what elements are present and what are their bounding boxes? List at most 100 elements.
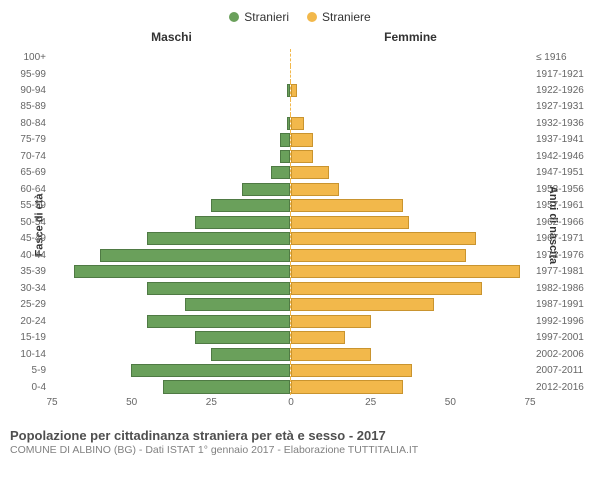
male-bar-cell	[52, 362, 291, 378]
male-bar-cell	[52, 82, 291, 98]
age-label: 75-79	[10, 132, 52, 148]
year-label: ≤ 1916	[530, 49, 590, 65]
year-label: 1957-1961	[530, 198, 590, 214]
male-bar	[147, 282, 290, 295]
female-bar-cell	[291, 362, 530, 378]
male-bar-cell	[52, 231, 291, 247]
female-bar-cell	[291, 264, 530, 280]
male-bar-cell	[52, 198, 291, 214]
male-bar	[280, 150, 290, 163]
year-label: 1982-1986	[530, 280, 590, 296]
chart-source: COMUNE DI ALBINO (BG) - Dati ISTAT 1° ge…	[10, 444, 590, 456]
female-bar-cell	[291, 296, 530, 312]
age-label: 50-54	[10, 214, 52, 230]
chart-footer: Popolazione per cittadinanza straniera p…	[10, 428, 590, 456]
female-bar	[291, 298, 434, 311]
female-bar	[291, 150, 313, 163]
year-label: 2002-2006	[530, 346, 590, 362]
female-bar-cell	[291, 66, 530, 82]
age-label: 80-84	[10, 115, 52, 131]
male-bar-cell	[52, 264, 291, 280]
x-axis-right: 255075	[291, 397, 530, 419]
male-bar-cell	[52, 379, 291, 395]
male-bar	[147, 232, 290, 245]
age-label: 100+	[10, 49, 52, 65]
age-label: 65-69	[10, 165, 52, 181]
age-label: 95-99	[10, 66, 52, 82]
male-bar	[100, 249, 290, 262]
male-bar-cell	[52, 247, 291, 263]
year-label: 1972-1976	[530, 247, 590, 263]
male-bar-cell	[52, 346, 291, 362]
age-label: 10-14	[10, 346, 52, 362]
female-bar	[291, 216, 409, 229]
male-bar-cell	[52, 329, 291, 345]
year-label: 1922-1926	[530, 82, 590, 98]
male-bar-cell	[52, 181, 291, 197]
male-bar	[287, 84, 290, 97]
male-bar-cell	[52, 132, 291, 148]
age-label: 45-49	[10, 231, 52, 247]
female-bar	[291, 315, 371, 328]
male-bar-cell	[52, 99, 291, 115]
year-label: 1917-1921	[530, 66, 590, 82]
male-bar	[287, 117, 290, 130]
male-bar	[211, 199, 290, 212]
female-bar	[291, 183, 339, 196]
legend-male: Stranieri	[229, 10, 289, 24]
year-label: 1997-2001	[530, 329, 590, 345]
x-tick: 25	[365, 397, 376, 408]
year-label: 1962-1966	[530, 214, 590, 230]
x-tick: 50	[126, 397, 137, 408]
population-pyramid-chart: { "legend": { "male": { "label": "Strani…	[0, 0, 600, 500]
female-bar-cell	[291, 280, 530, 296]
male-bar-cell	[52, 313, 291, 329]
year-label: 2007-2011	[530, 362, 590, 378]
year-label: 1967-1971	[530, 231, 590, 247]
female-bar-cell	[291, 99, 530, 115]
female-bar	[291, 166, 329, 179]
male-bar	[211, 348, 290, 361]
female-bar-cell	[291, 148, 530, 164]
male-bar	[131, 364, 290, 377]
female-bar-cell	[291, 346, 530, 362]
female-bar-cell	[291, 214, 530, 230]
female-bar-cell	[291, 247, 530, 263]
male-bar-cell	[52, 66, 291, 82]
year-label: 1927-1931	[530, 99, 590, 115]
age-label: 20-24	[10, 313, 52, 329]
age-label: 30-34	[10, 280, 52, 296]
female-bar	[291, 84, 297, 97]
male-bar	[242, 183, 290, 196]
female-bar	[291, 232, 476, 245]
male-bar	[271, 166, 290, 179]
male-bar	[185, 298, 290, 311]
year-label: 1987-1991	[530, 296, 590, 312]
year-label: 2012-2016	[530, 379, 590, 395]
female-bar-cell	[291, 115, 530, 131]
year-label: 1942-1946	[530, 148, 590, 164]
x-axis-left: 7550250	[52, 397, 291, 419]
legend-male-swatch	[229, 12, 239, 22]
female-bar	[291, 331, 345, 344]
male-bar	[195, 216, 290, 229]
male-bar-cell	[52, 49, 291, 65]
legend: Stranieri Straniere	[10, 10, 590, 24]
female-bar-cell	[291, 132, 530, 148]
age-label: 5-9	[10, 362, 52, 378]
female-bar-cell	[291, 198, 530, 214]
female-bar	[291, 364, 412, 377]
x-tick: 75	[46, 397, 57, 408]
age-label: 0-4	[10, 379, 52, 395]
male-bar	[280, 133, 290, 146]
female-bar	[291, 199, 403, 212]
year-label: 1992-1996	[530, 313, 590, 329]
female-bar	[291, 265, 520, 278]
header-male: Maschi	[52, 30, 291, 49]
age-label: 60-64	[10, 181, 52, 197]
female-bar-cell	[291, 329, 530, 345]
female-bar	[291, 117, 304, 130]
x-tick: 75	[524, 397, 535, 408]
female-bar-cell	[291, 82, 530, 98]
female-bar-cell	[291, 231, 530, 247]
